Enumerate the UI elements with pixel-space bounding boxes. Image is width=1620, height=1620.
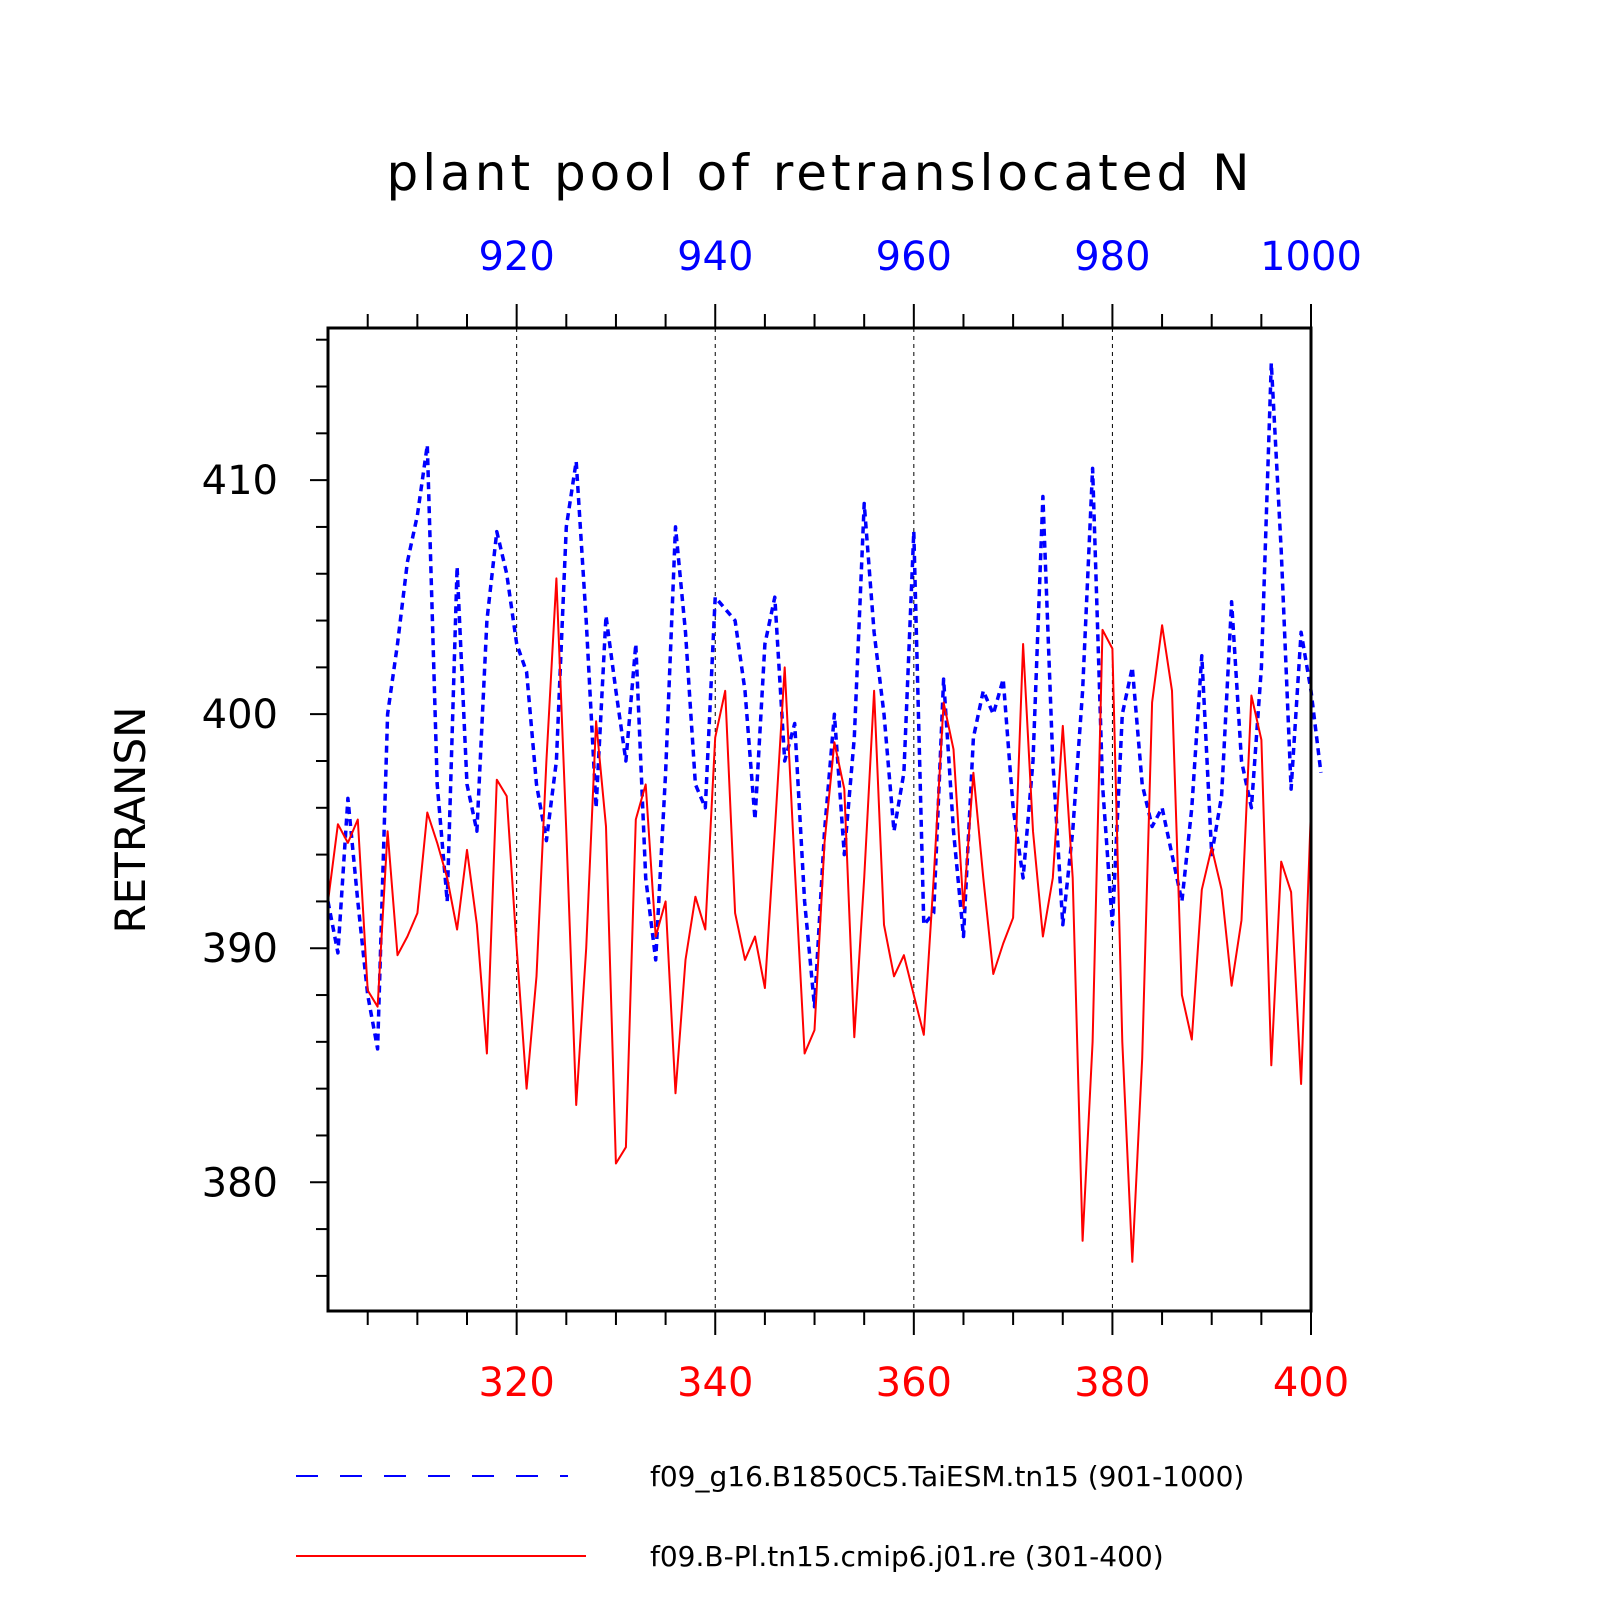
axes: 380 390 400 410 320 340 360 380 400 920 940 960 980 1… [202,234,1362,1406]
plot-frame [326,326,1313,1313]
legend-label-taiesm: f09_g16.B1850C5.TaiESM.tn15 (901-1000) [650,1460,1244,1493]
x-bottom-tick-label-380: 380 [1074,1360,1150,1406]
x-bottom-tick-label-340: 340 [677,1360,753,1406]
y-axis-label: RETRANSN [106,706,155,933]
series-layer [326,361,1323,1263]
x-top-tick-label-1000: 1000 [1260,234,1362,280]
vertical-grid-lines [516,328,1113,1311]
x-bottom-tick-label-360: 360 [876,1360,952,1406]
x-top-tick-label-940: 940 [677,234,753,280]
x-top-tick-label-980: 980 [1074,234,1150,280]
y-tick-label-410: 410 [202,458,278,504]
x-top-tick-label-960: 960 [876,234,952,280]
chart-title: plant pool of retranslocated N [386,144,1253,202]
series-line-cmip6 [327,577,1312,1263]
y-tick-label-400: 400 [202,692,278,738]
x-bottom-tick-label-400: 400 [1273,1360,1349,1406]
y-tick-label-380: 380 [202,1160,278,1206]
x-bottom-tick-label-320: 320 [478,1360,554,1406]
x-top-tick-label-920: 920 [478,234,554,280]
series-line-taiesm [326,361,1323,1051]
y-tick-label-390: 390 [202,926,278,972]
legend: f09_g16.B1850C5.TaiESM.tn15 (901-1000) f… [296,1460,1244,1573]
legend-label-cmip6: f09.B-Pl.tn15.cmip6.j01.re (301-400) [650,1540,1164,1573]
